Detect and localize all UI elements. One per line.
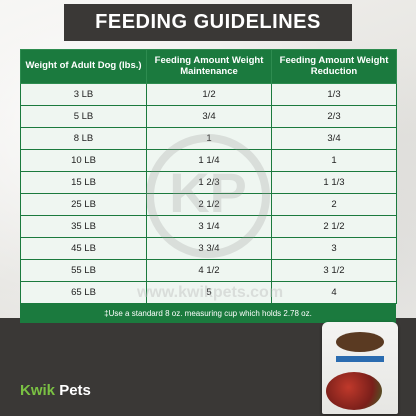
weight-cell: 45 LB bbox=[20, 237, 147, 260]
table-row: 3 LB 1/2 1/3 bbox=[20, 83, 397, 106]
table-row: 8 LB 1 3/4 bbox=[20, 127, 397, 150]
weight-cell: 10 LB bbox=[20, 149, 147, 172]
weight-cell: 5 LB bbox=[20, 105, 147, 128]
weight-cell: 35 LB bbox=[20, 215, 147, 238]
brand-word-pets: Pets bbox=[59, 382, 91, 399]
reduction-cell: 3 1/2 bbox=[271, 259, 397, 282]
weight-cell: 8 LB bbox=[20, 127, 147, 150]
weight-cell: 3 LB bbox=[20, 83, 147, 106]
brand-word-kwik: Kwik bbox=[20, 382, 56, 399]
maintenance-cell: 3/4 bbox=[146, 105, 272, 128]
weight-cell: 15 LB bbox=[20, 171, 147, 194]
table-row: 5 LB 3/4 2/3 bbox=[20, 105, 397, 128]
table-row: 35 LB 3 1/4 2 1/2 bbox=[20, 215, 397, 238]
maintenance-cell: 2 1/2 bbox=[146, 193, 272, 216]
reduction-cell: 1/3 bbox=[271, 83, 397, 106]
product-bag-image bbox=[322, 322, 398, 414]
maintenance-cell: 1/2 bbox=[146, 83, 272, 106]
maintenance-cell: 3 3/4 bbox=[146, 237, 272, 260]
maintenance-cell: 4 1/2 bbox=[146, 259, 272, 282]
reduction-cell: 3 bbox=[271, 237, 397, 260]
bag-food-illustration bbox=[326, 372, 382, 410]
brand-logo: Kwik Pets bbox=[20, 382, 91, 399]
measuring-cup-note: ‡Use a standard 8 oz. measuring cup whic… bbox=[20, 304, 396, 323]
reduction-cell: 2 1/2 bbox=[271, 215, 397, 238]
reduction-cell: 2 bbox=[271, 193, 397, 216]
feeding-table: Weight of Adult Dog (lbs.) Feeding Amoun… bbox=[20, 49, 397, 304]
table-row: 10 LB 1 1/4 1 bbox=[20, 149, 397, 172]
bag-logo-mark bbox=[336, 332, 384, 352]
maintenance-cell: 5 bbox=[146, 281, 272, 304]
bag-stripe bbox=[336, 356, 384, 362]
title-banner: FEEDING GUIDELINES bbox=[64, 4, 352, 41]
reduction-cell: 4 bbox=[271, 281, 397, 304]
weight-cell: 55 LB bbox=[20, 259, 147, 282]
header-reduction: Feeding Amount Weight Reduction bbox=[271, 49, 397, 84]
reduction-cell: 2/3 bbox=[271, 105, 397, 128]
maintenance-cell: 3 1/4 bbox=[146, 215, 272, 238]
table-row: 45 LB 3 3/4 3 bbox=[20, 237, 397, 260]
table-row: 25 LB 2 1/2 2 bbox=[20, 193, 397, 216]
maintenance-cell: 1 2/3 bbox=[146, 171, 272, 194]
header-maintenance: Feeding Amount Weight Maintenance bbox=[146, 49, 272, 84]
reduction-cell: 3/4 bbox=[271, 127, 397, 150]
reduction-cell: 1 1/3 bbox=[271, 171, 397, 194]
maintenance-cell: 1 bbox=[146, 127, 272, 150]
table-row: 15 LB 1 2/3 1 1/3 bbox=[20, 171, 397, 194]
reduction-cell: 1 bbox=[271, 149, 397, 172]
table-row: 55 LB 4 1/2 3 1/2 bbox=[20, 259, 397, 282]
weight-cell: 25 LB bbox=[20, 193, 147, 216]
table-header-row: Weight of Adult Dog (lbs.) Feeding Amoun… bbox=[20, 49, 397, 84]
page-title: FEEDING GUIDELINES bbox=[95, 11, 321, 33]
weight-cell: 65 LB bbox=[20, 281, 147, 304]
maintenance-cell: 1 1/4 bbox=[146, 149, 272, 172]
feeding-table-container: Weight of Adult Dog (lbs.) Feeding Amoun… bbox=[20, 49, 397, 323]
table-row: 65 LB 5 4 bbox=[20, 281, 397, 304]
header-weight: Weight of Adult Dog (lbs.) bbox=[20, 49, 147, 84]
